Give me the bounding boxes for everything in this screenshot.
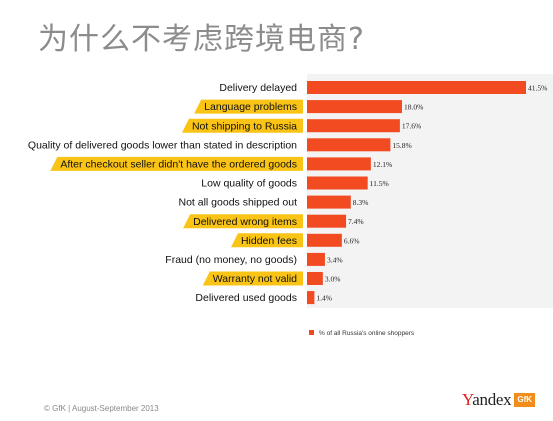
- bar: [307, 233, 342, 247]
- category-label: Hidden fees: [241, 235, 297, 247]
- value-label: 3.0%: [325, 275, 341, 284]
- legend-label: % of all Russia's online shoppers: [319, 330, 415, 337]
- value-label: 11.5%: [370, 179, 389, 188]
- category-label: Delivered used goods: [195, 292, 297, 304]
- yandex-logo: Yandex GfK: [462, 390, 536, 410]
- category-label: Delivery delayed: [219, 82, 297, 94]
- bar: [307, 100, 402, 114]
- category-label: Fraud (no money, no goods): [165, 254, 297, 266]
- value-label: 3.4%: [327, 255, 343, 264]
- category-label: Language problems: [204, 101, 297, 113]
- value-label: 18.0%: [404, 103, 423, 112]
- bar: [307, 252, 325, 266]
- logo-text: Yandex: [462, 390, 512, 409]
- category-highlight: [50, 156, 303, 171]
- value-label: 17.6%: [402, 122, 421, 131]
- bar: [307, 138, 391, 152]
- page-title: 为什么不考虑跨境电商?: [38, 22, 365, 57]
- category-label: Low quality of goods: [201, 178, 297, 190]
- legend-swatch: [309, 330, 314, 335]
- bar: [307, 176, 368, 190]
- category-label: Warranty not valid: [213, 273, 297, 285]
- value-label: 15.8%: [392, 141, 411, 150]
- category-highlight: [194, 99, 303, 114]
- value-label: 8.3%: [353, 198, 369, 207]
- value-label: 12.1%: [373, 160, 392, 169]
- value-label: 7.4%: [348, 217, 364, 226]
- category-highlight: [230, 233, 303, 248]
- category-label: Not shipping to Russia: [192, 120, 297, 132]
- category-label: After checkout seller didn't have the or…: [60, 159, 297, 171]
- bar: [307, 291, 315, 305]
- value-label: 6.6%: [344, 236, 360, 245]
- category-label: Delivered wrong items: [193, 216, 297, 228]
- bar: [307, 195, 351, 209]
- bar: [307, 119, 400, 133]
- bar: [307, 157, 371, 171]
- category-label: Quality of delivered goods lower than st…: [28, 139, 297, 151]
- footer-copyright: © GfK | August-September 2013: [44, 404, 159, 413]
- gfk-badge: GfK: [514, 393, 536, 407]
- category-highlight: [183, 214, 303, 229]
- bar: [307, 272, 323, 285]
- category-highlight: [181, 118, 303, 133]
- value-label: 1.4%: [316, 294, 332, 303]
- value-label: 41.5%: [528, 84, 547, 93]
- category-label: Not all goods shipped out: [179, 197, 298, 209]
- category-highlight: [202, 271, 303, 286]
- bar: [307, 81, 526, 94]
- bar: [307, 214, 347, 228]
